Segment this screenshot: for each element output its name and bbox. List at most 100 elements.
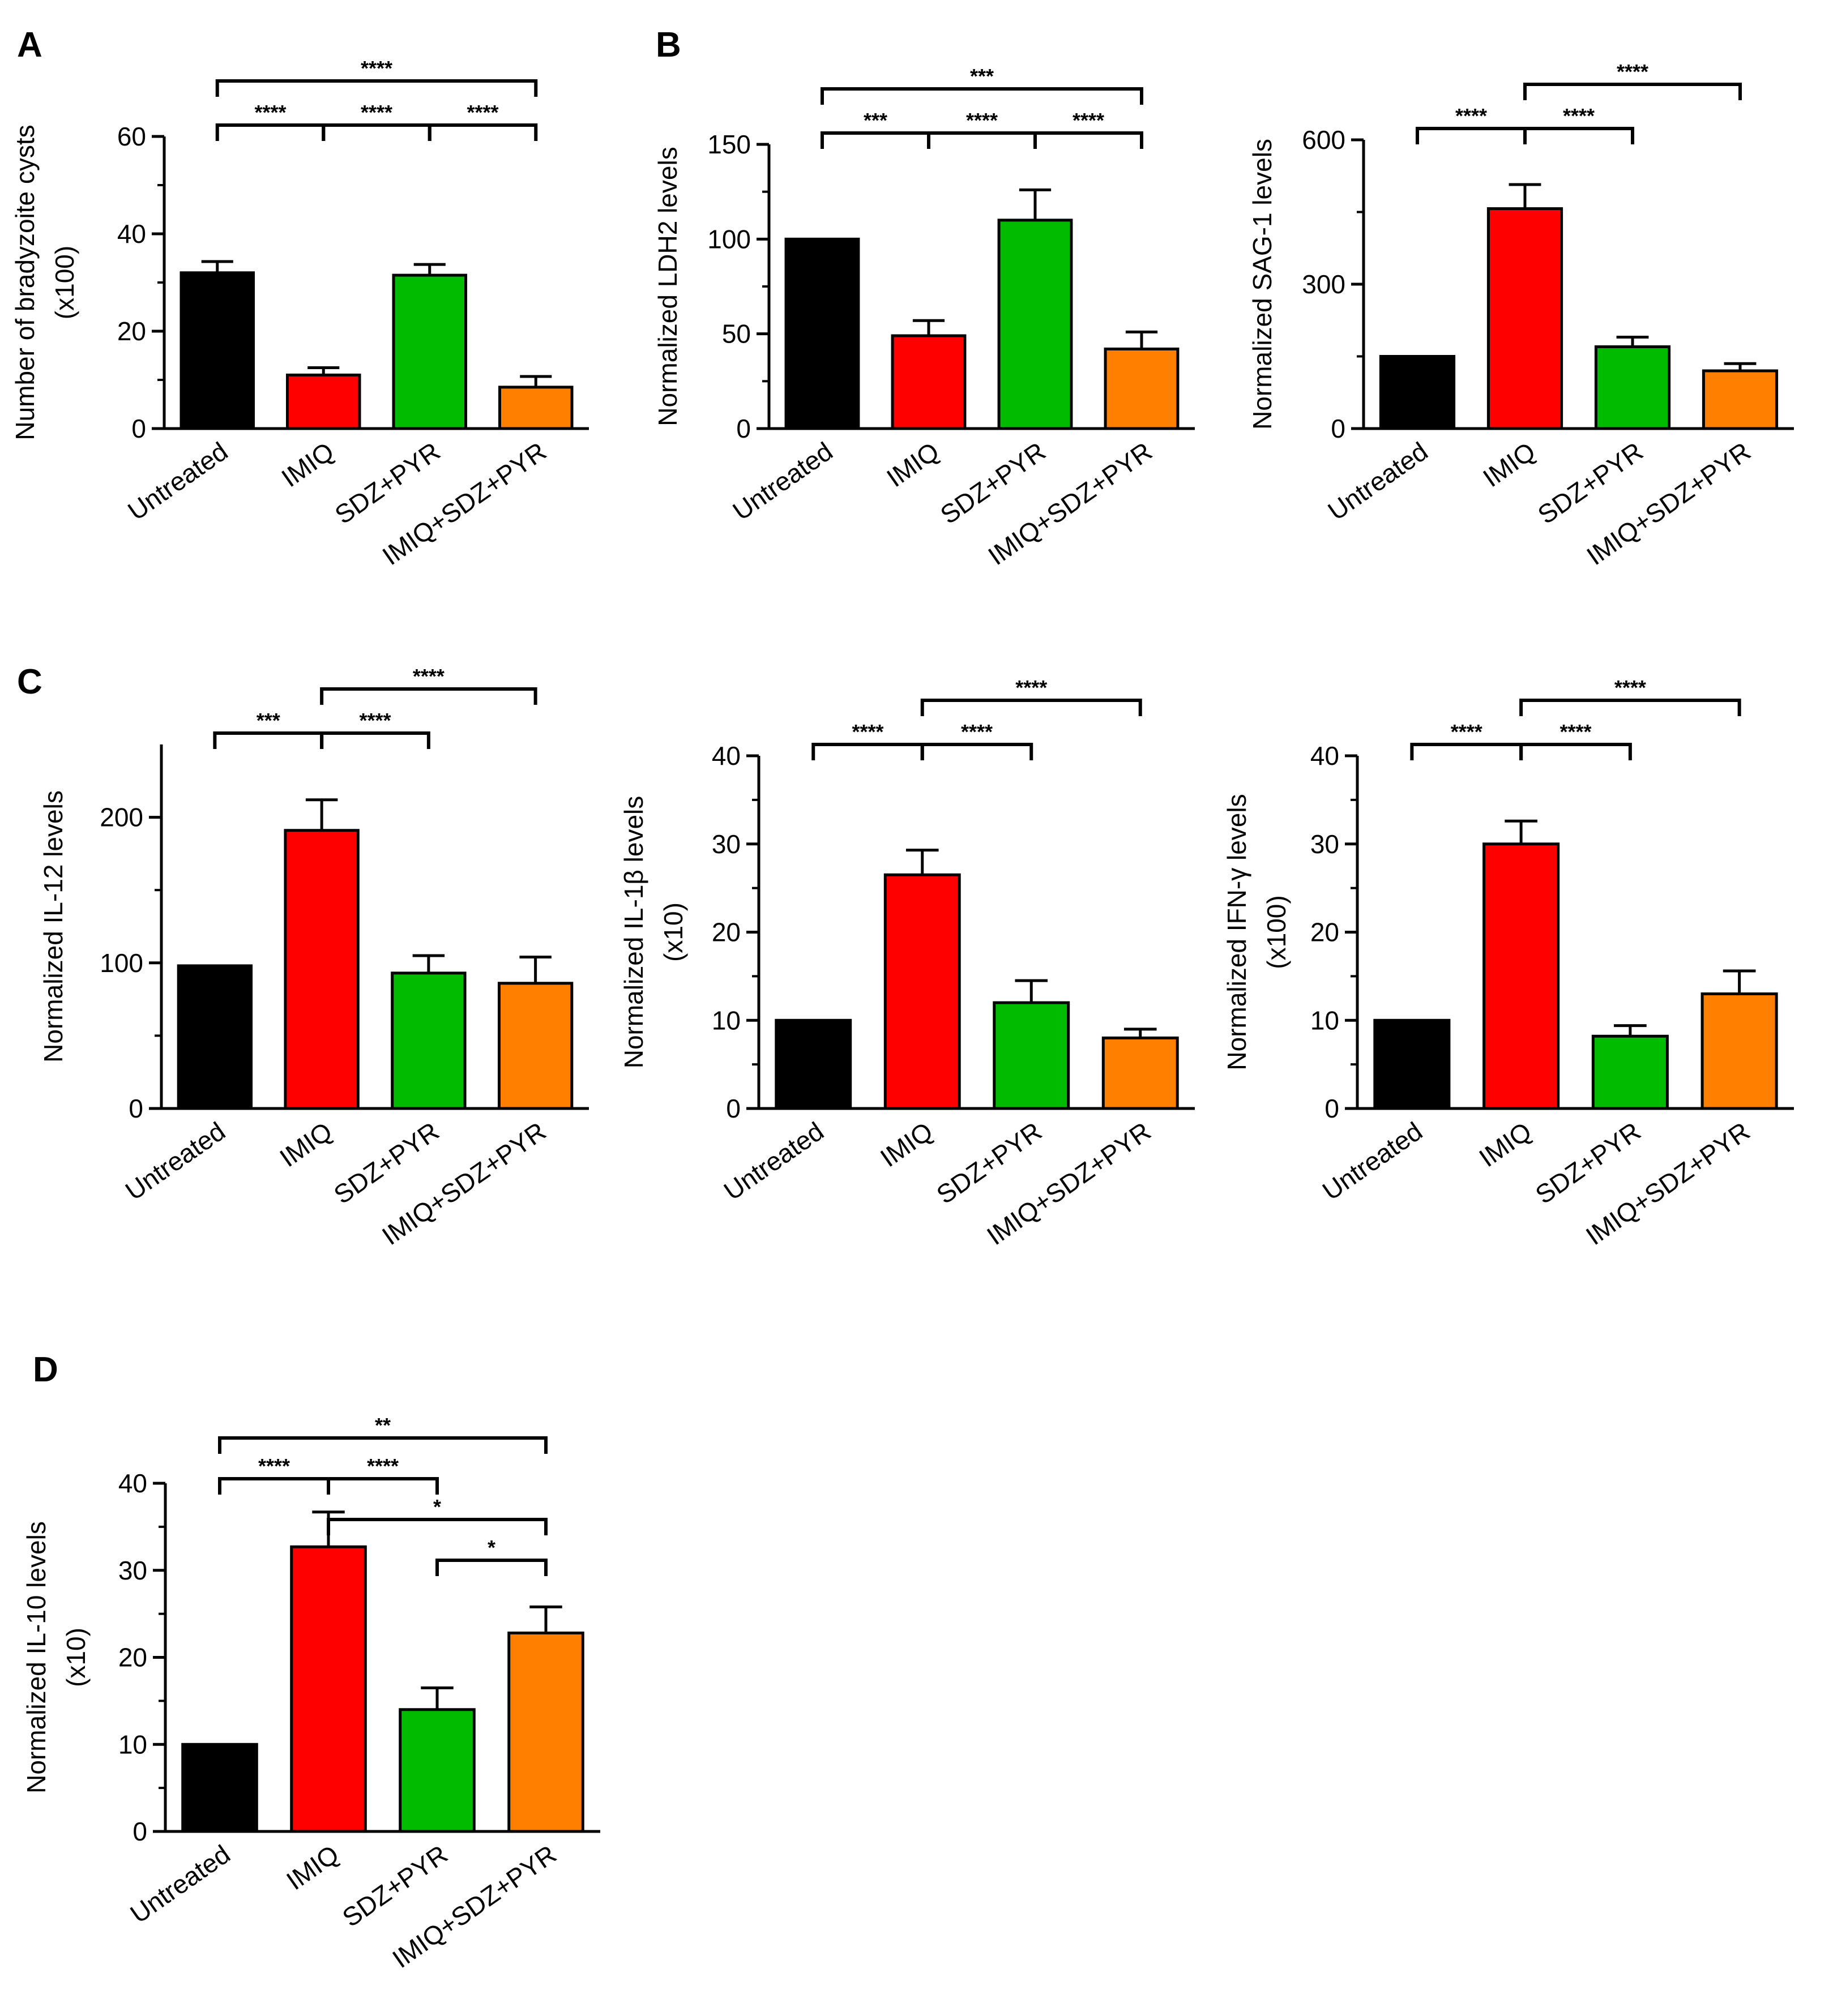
bar-imiq: [1482, 842, 1560, 1110]
significance-label: ****: [1073, 109, 1104, 132]
panel-letter: C: [17, 662, 42, 701]
x-tick-label: IMIQ: [276, 436, 339, 493]
panel-letter: A: [17, 25, 42, 65]
chart-b1: B 0 50 100 150 Normalized LDH2 levels Untreate…: [653, 25, 1195, 571]
bar-sdz-pyr: [392, 273, 467, 430]
significance-label: ***: [257, 709, 280, 732]
bar-imiq: [290, 1545, 367, 1833]
x-tick-label: IMIQ: [1473, 1116, 1536, 1173]
chart-c3: 0 10 20 30 40 Normalized IFN-γ levels (x100) Un…: [1222, 676, 1794, 1251]
y-tick-label: 0: [736, 414, 751, 443]
significance-label: ****: [1614, 676, 1646, 699]
significance-label: ****: [1455, 104, 1487, 127]
significance-bracket: [821, 87, 1143, 105]
significance-bracket: [811, 743, 924, 760]
significance-label: ****: [852, 720, 883, 743]
significance-bracket: [215, 123, 326, 141]
y-tick-label: 100: [100, 948, 143, 978]
x-tick-label: IMIQ: [881, 436, 944, 493]
y-tick-label: 0: [1331, 414, 1345, 443]
bar-sdz-pyr: [391, 971, 467, 1110]
panel-letter: B: [656, 25, 681, 65]
y-tick-label: 40: [712, 741, 741, 771]
y-tick-label: 0: [133, 1817, 147, 1846]
significance-bracket: [218, 1436, 548, 1454]
x-tick-label: IMIQ: [274, 1116, 337, 1173]
bar-imiq-sdz-pyr: [1700, 992, 1778, 1110]
y-axis-label: Normalized IFN-γ levels: [1222, 794, 1251, 1070]
y-tick-label: 20: [118, 1643, 147, 1672]
significance-bracket: [1519, 699, 1741, 716]
bar-imiq-sdz-pyr: [1104, 347, 1180, 430]
significance-bracket: [320, 731, 430, 749]
chart-d: D 0 10 20 30 40 Normalized IL-10 levels (x10) Un…: [22, 1350, 600, 1974]
y-axis-label-unit: (x10): [659, 902, 688, 962]
y-axis-label: Normalized SAG-1 levels: [1247, 139, 1277, 430]
y-axis-label: Normalized LDH2 levels: [653, 147, 682, 426]
significance-label: ****: [413, 665, 445, 688]
y-axis-label-unit: (x100): [50, 246, 79, 319]
x-tick-label: Untreated: [719, 1116, 829, 1206]
y-tick-label: 10: [712, 1005, 741, 1035]
significance-label: ****: [961, 720, 993, 743]
y-axis-label-unit: (x10): [61, 1628, 91, 1687]
significance-label: ****: [367, 1454, 399, 1478]
y-axis-label: Normalized IL-10 levels: [22, 1521, 51, 1794]
bar-untreated: [1379, 355, 1456, 430]
chart-c2: 0 10 20 30 40 Normalized IL-1β levels (x10) Unt…: [619, 676, 1195, 1251]
bar-imiq-sdz-pyr: [1101, 1036, 1179, 1110]
significance-bracket: [1033, 131, 1143, 149]
significance-bracket: [213, 731, 324, 749]
significance-label: ****: [254, 101, 286, 124]
significance-bracket: [920, 699, 1142, 716]
significance-bracket: [428, 123, 538, 141]
significance-bracket: [327, 1518, 548, 1535]
bar-imiq: [284, 829, 360, 1110]
x-tick-label: Untreated: [1322, 436, 1433, 526]
y-tick-label: 150: [707, 130, 751, 159]
chart-c1: C 0 100 200 Normalized IL-12 levels Untreated…: [17, 662, 589, 1251]
significance-label: *: [433, 1495, 441, 1518]
y-tick-label: 200: [100, 803, 143, 832]
bar-sdz-pyr: [993, 1001, 1070, 1110]
y-tick-label: 10: [1310, 1005, 1339, 1035]
significance-label: ****: [258, 1454, 290, 1478]
y-tick-label: 20: [117, 316, 146, 346]
panel-letter: D: [33, 1350, 58, 1389]
bar-sdz-pyr: [997, 219, 1073, 430]
y-tick-label: 30: [118, 1556, 147, 1585]
significance-label: ****: [1617, 60, 1648, 83]
significance-label: ****: [361, 101, 392, 124]
bar-imiq-sdz-pyr: [507, 1631, 584, 1833]
y-tick-label: 30: [712, 829, 741, 859]
significance-label: ****: [1015, 676, 1047, 699]
y-tick-label: 20: [1310, 918, 1339, 947]
significance-label: ****: [359, 709, 391, 732]
significance-bracket: [320, 687, 537, 705]
x-tick-label: Untreated: [727, 436, 838, 526]
significance-bracket: [218, 1477, 330, 1495]
significance-bracket: [435, 1559, 548, 1576]
y-tick-label: 50: [722, 319, 751, 349]
y-tick-label: 10: [118, 1730, 147, 1759]
y-tick-label: 0: [726, 1094, 741, 1123]
x-tick-label: IMIQ: [875, 1116, 938, 1173]
significance-bracket: [1523, 83, 1742, 100]
significance-bracket: [1523, 127, 1634, 144]
bar-imiq-sdz-pyr: [498, 386, 574, 430]
y-tick-label: 100: [707, 224, 751, 254]
y-tick-label: 300: [1302, 269, 1345, 299]
y-tick-label: 0: [131, 414, 146, 443]
chart-b2: 0 300 600 Normalized SAG-1 levels Untreated I…: [1247, 60, 1794, 571]
significance-label: *: [488, 1536, 495, 1559]
significance-bracket: [1410, 743, 1523, 760]
x-tick-label: Untreated: [125, 1839, 235, 1929]
significance-label: ****: [1563, 104, 1595, 127]
significance-label: ****: [966, 109, 998, 132]
bar-untreated: [181, 1743, 258, 1833]
bar-imiq: [891, 334, 967, 430]
significance-bracket: [327, 1477, 439, 1495]
y-axis-label: Normalized IL-1β levels: [619, 796, 648, 1069]
bar-sdz-pyr: [1594, 345, 1671, 430]
